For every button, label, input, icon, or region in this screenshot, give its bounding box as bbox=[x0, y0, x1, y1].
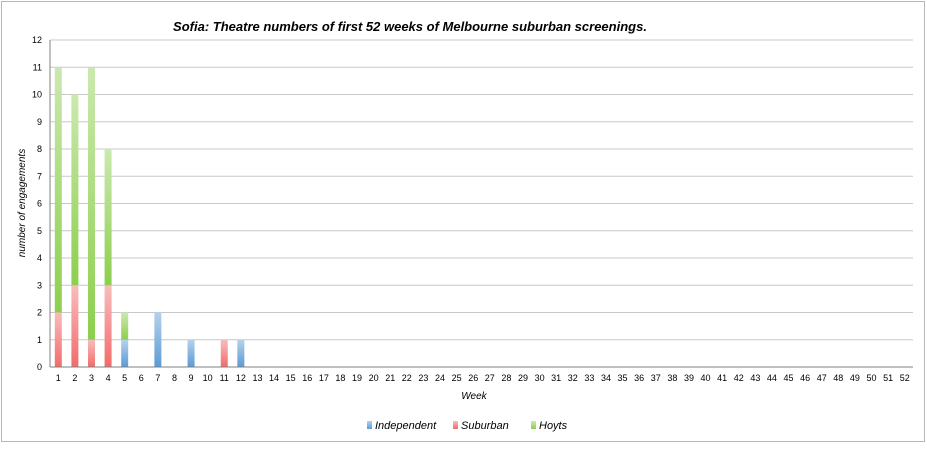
x-tick-label: 6 bbox=[139, 373, 144, 383]
x-tick-label: 36 bbox=[634, 373, 644, 383]
x-tick-label: 19 bbox=[352, 373, 362, 383]
x-tick-label: 28 bbox=[501, 373, 511, 383]
y-tick-label: 12 bbox=[32, 35, 42, 45]
bar-independent-week-12 bbox=[237, 339, 245, 367]
x-tick-label: 41 bbox=[717, 373, 727, 383]
x-tick-label: 34 bbox=[601, 373, 611, 383]
legend-item-hoyts: Hoyts bbox=[531, 420, 568, 432]
legend-label: Hoyts bbox=[539, 420, 568, 432]
x-tick-label: 43 bbox=[750, 373, 760, 383]
bar-hoyts-week-4 bbox=[104, 149, 112, 286]
bar-independent-week-5 bbox=[121, 339, 129, 367]
bar-suburban-week-3 bbox=[87, 339, 95, 367]
x-tick-label: 26 bbox=[468, 373, 478, 383]
legend-swatch bbox=[531, 421, 536, 429]
x-tick-label: 25 bbox=[452, 373, 462, 383]
x-tick-label: 40 bbox=[701, 373, 711, 383]
bar-suburban-week-1 bbox=[54, 312, 62, 367]
x-tick-label: 50 bbox=[867, 373, 877, 383]
x-tick-label: 1 bbox=[56, 373, 61, 383]
y-tick-label: 9 bbox=[37, 117, 42, 127]
y-tick-label: 5 bbox=[37, 226, 42, 236]
legend: Independent Suburban Hoyts bbox=[367, 420, 568, 432]
chart-border bbox=[1, 1, 925, 442]
y-tick-label: 10 bbox=[32, 90, 42, 100]
x-tick-label: 4 bbox=[106, 373, 111, 383]
y-tick-label: 1 bbox=[37, 335, 42, 345]
legend-swatch bbox=[453, 421, 458, 429]
y-axis-title: number of engagements bbox=[17, 149, 28, 257]
legend-item-independent: Independent bbox=[367, 420, 437, 432]
x-tick-label: 20 bbox=[369, 373, 379, 383]
y-tick-label: 2 bbox=[37, 308, 42, 318]
x-tick-label: 49 bbox=[850, 373, 860, 383]
x-tick-label: 48 bbox=[833, 373, 843, 383]
x-tick-label: 14 bbox=[269, 373, 279, 383]
x-tick-label: 46 bbox=[800, 373, 810, 383]
x-tick-label: 27 bbox=[485, 373, 495, 383]
x-tick-label: 35 bbox=[618, 373, 628, 383]
x-tick-label: 11 bbox=[220, 373, 229, 383]
bar-suburban-week-2 bbox=[71, 285, 79, 367]
x-tick-label: 13 bbox=[252, 373, 262, 383]
x-tick-label: 2 bbox=[72, 373, 77, 383]
x-tick-label: 44 bbox=[767, 373, 777, 383]
x-tick-label: 8 bbox=[172, 373, 177, 383]
legend-label: Suburban bbox=[461, 420, 509, 432]
bar-hoyts-week-5 bbox=[121, 312, 129, 340]
x-tick-label: 18 bbox=[335, 373, 345, 383]
legend-label: Independent bbox=[375, 420, 437, 432]
x-tick-label: 38 bbox=[667, 373, 677, 383]
chart-title: Sofia: Theatre numbers of first 52 weeks… bbox=[173, 19, 647, 34]
x-tick-label: 51 bbox=[883, 373, 893, 383]
legend-item-suburban: Suburban bbox=[453, 420, 509, 432]
x-tick-label: 22 bbox=[402, 373, 412, 383]
x-tick-label: 24 bbox=[435, 373, 445, 383]
x-tick-label: 10 bbox=[203, 373, 213, 383]
bar-hoyts-week-1 bbox=[54, 67, 62, 313]
bar-hoyts-week-3 bbox=[87, 67, 95, 340]
y-tick-label: 6 bbox=[37, 199, 42, 209]
x-axis-title: Week bbox=[461, 391, 487, 402]
x-tick-label: 9 bbox=[189, 373, 194, 383]
y-tick-label: 7 bbox=[37, 171, 42, 181]
y-tick-label: 4 bbox=[37, 253, 42, 263]
x-tick-label: 7 bbox=[155, 373, 160, 383]
x-tick-label: 16 bbox=[302, 373, 312, 383]
bar-suburban-week-4 bbox=[104, 285, 112, 367]
x-tick-label: 37 bbox=[651, 373, 661, 383]
x-tick-label: 30 bbox=[535, 373, 545, 383]
x-tick-label: 17 bbox=[319, 373, 329, 383]
y-tick-label: 3 bbox=[37, 280, 42, 290]
x-tick-label: 3 bbox=[89, 373, 94, 383]
x-tick-label: 39 bbox=[684, 373, 694, 383]
bar-hoyts-week-2 bbox=[71, 94, 79, 286]
x-tick-label: 12 bbox=[236, 373, 246, 383]
bar-suburban-week-11 bbox=[220, 339, 228, 367]
axes bbox=[49, 40, 913, 368]
x-tick-label: 33 bbox=[584, 373, 594, 383]
y-tick-label: 8 bbox=[37, 144, 42, 154]
x-tick-label: 42 bbox=[734, 373, 744, 383]
y-tick-label: 0 bbox=[37, 362, 42, 372]
bars bbox=[54, 67, 245, 367]
x-tick-label: 29 bbox=[518, 373, 528, 383]
x-tick-label: 52 bbox=[900, 373, 910, 383]
y-tick-label: 11 bbox=[33, 62, 42, 72]
x-tick-label: 21 bbox=[385, 373, 395, 383]
legend-swatch bbox=[367, 421, 372, 429]
x-tick-label: 5 bbox=[122, 373, 127, 383]
bar-independent-week-9 bbox=[187, 339, 195, 367]
x-tick-label: 23 bbox=[418, 373, 428, 383]
x-tick-label: 15 bbox=[286, 373, 296, 383]
x-tick-label: 47 bbox=[817, 373, 827, 383]
x-tick-label: 45 bbox=[784, 373, 794, 383]
x-tick-label: 31 bbox=[551, 373, 561, 383]
x-tick-labels: 1 2 3 4 5 6 7 8 9 10 11 12 13 14 15 16 17 18 19 20 21 22 23 24 2… bbox=[56, 373, 910, 383]
x-tick-label: 32 bbox=[568, 373, 578, 383]
bar-independent-week-7 bbox=[154, 312, 162, 367]
